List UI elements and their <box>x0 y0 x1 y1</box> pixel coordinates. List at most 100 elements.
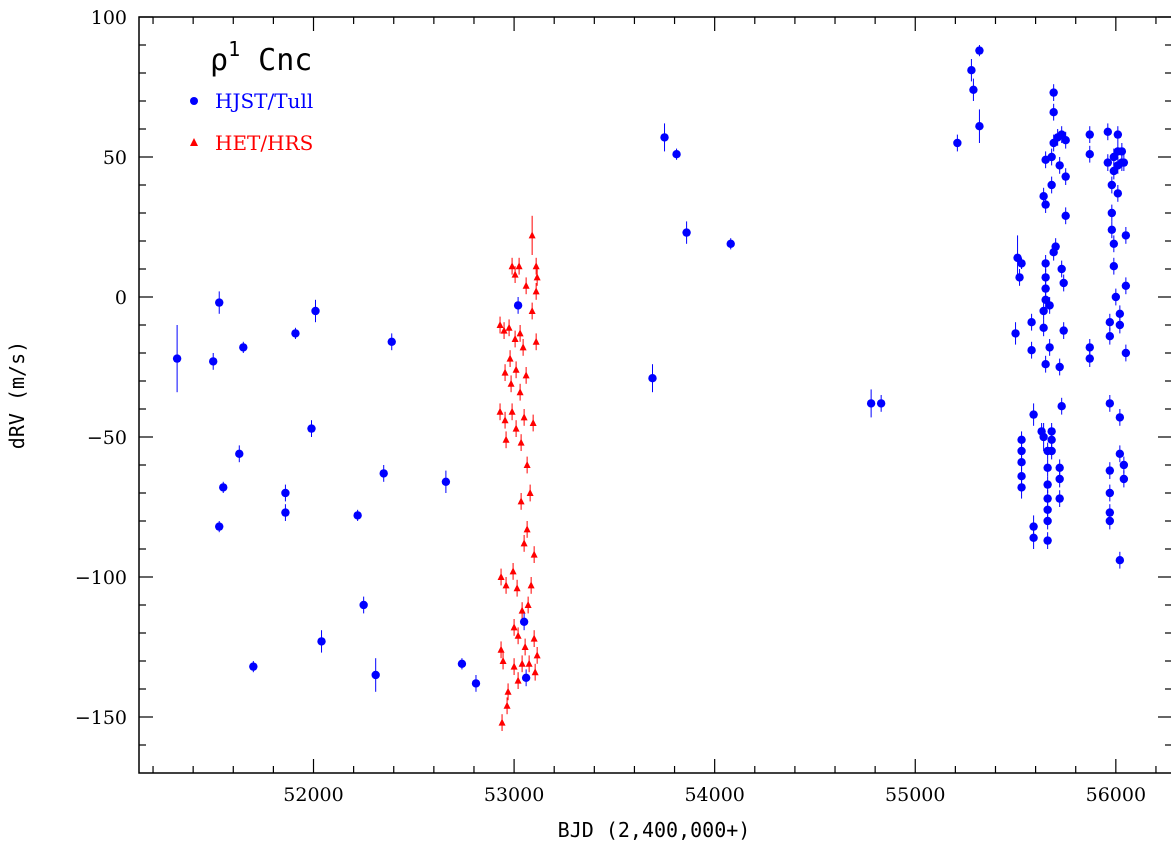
data-point <box>281 488 290 498</box>
x-axis: 52000 53000 54000 55000 56000 <box>152 17 1157 806</box>
data-point <box>1113 130 1123 139</box>
data-point <box>953 138 962 148</box>
data-point <box>1057 264 1066 274</box>
data-point <box>1105 466 1115 475</box>
data-point <box>514 631 522 639</box>
y-tick-label: −100 <box>75 567 127 589</box>
data-point <box>1017 259 1026 268</box>
data-point <box>519 617 529 626</box>
data-point <box>1041 360 1050 369</box>
data-point <box>311 306 320 316</box>
data-point <box>532 287 540 295</box>
data-point <box>1103 127 1113 136</box>
data-point <box>508 407 516 415</box>
data-point <box>1047 180 1056 190</box>
data-point <box>317 637 326 646</box>
data-point <box>359 600 368 610</box>
data-point <box>1043 480 1052 489</box>
data-point <box>457 659 467 668</box>
data-point <box>967 66 976 75</box>
data-point <box>209 357 218 366</box>
data-point <box>1015 273 1024 282</box>
data-point <box>1121 231 1131 240</box>
data-point <box>235 449 244 458</box>
y-tick-label: −50 <box>87 427 127 449</box>
data-point <box>498 718 506 726</box>
data-point <box>1121 348 1131 358</box>
data-point <box>1105 399 1115 408</box>
data-point <box>1041 284 1050 293</box>
data-point <box>1057 402 1066 411</box>
data-point <box>1059 326 1068 335</box>
data-point <box>1109 239 1119 248</box>
data-point <box>1039 432 1048 442</box>
data-point <box>249 662 258 671</box>
data-point <box>969 85 978 95</box>
data-point <box>528 231 536 239</box>
data-point <box>172 354 182 363</box>
y-axis: −150 −100 −50 0 50 100 <box>75 7 1171 746</box>
data-point <box>513 301 523 310</box>
data-point <box>1105 332 1115 341</box>
y-axis-title: dRV (m/s) <box>5 341 29 449</box>
data-point <box>672 150 681 159</box>
data-point <box>441 477 451 486</box>
data-point <box>511 335 519 342</box>
data-point <box>866 399 876 408</box>
data-point <box>1017 483 1026 492</box>
data-point <box>1059 278 1068 288</box>
data-point <box>533 273 541 281</box>
data-point <box>1027 346 1036 355</box>
data-point <box>471 679 481 688</box>
data-point <box>1055 463 1064 472</box>
y-tick-label: 50 <box>103 147 127 169</box>
data-point <box>516 329 524 337</box>
data-point <box>1055 474 1064 484</box>
data-point <box>516 388 524 396</box>
data-point <box>504 687 512 695</box>
data-point <box>1029 410 1038 419</box>
data-point <box>501 416 509 424</box>
data-point <box>1105 516 1115 526</box>
data-point <box>1043 463 1052 472</box>
data-point <box>1043 536 1052 545</box>
data-point <box>1043 516 1052 526</box>
data-point <box>502 435 510 443</box>
data-point <box>525 659 533 667</box>
data-point <box>1117 147 1127 156</box>
data-point <box>1043 494 1052 503</box>
data-point <box>508 262 516 270</box>
data-point <box>518 659 526 667</box>
x-tick-label: 56000 <box>1086 784 1146 806</box>
data-point <box>496 407 504 415</box>
series-het-hrs <box>496 215 541 731</box>
data-point <box>1119 158 1129 167</box>
data-point <box>522 371 530 379</box>
data-point <box>510 623 518 631</box>
data-point <box>500 326 508 334</box>
data-point <box>496 321 504 328</box>
series-hjst-tull <box>172 45 1131 692</box>
data-point <box>514 676 522 684</box>
data-point <box>353 511 362 520</box>
data-point <box>526 489 534 496</box>
data-point <box>1055 161 1064 170</box>
data-point <box>1085 343 1094 352</box>
data-point <box>1055 494 1064 503</box>
legend-label-hjst-tull: HJST/Tull <box>215 89 313 113</box>
data-point <box>1105 318 1115 327</box>
data-point <box>1049 108 1058 117</box>
data-point <box>521 643 529 650</box>
data-point <box>1115 413 1125 422</box>
data-point <box>520 413 528 421</box>
data-point <box>505 323 513 331</box>
data-point <box>527 581 535 589</box>
data-point <box>215 522 224 531</box>
data-point <box>1111 292 1121 302</box>
data-point <box>215 298 224 307</box>
data-point <box>648 374 657 383</box>
data-point <box>1043 505 1052 514</box>
data-point <box>510 662 518 670</box>
data-point <box>522 281 530 289</box>
data-point <box>1061 136 1070 145</box>
